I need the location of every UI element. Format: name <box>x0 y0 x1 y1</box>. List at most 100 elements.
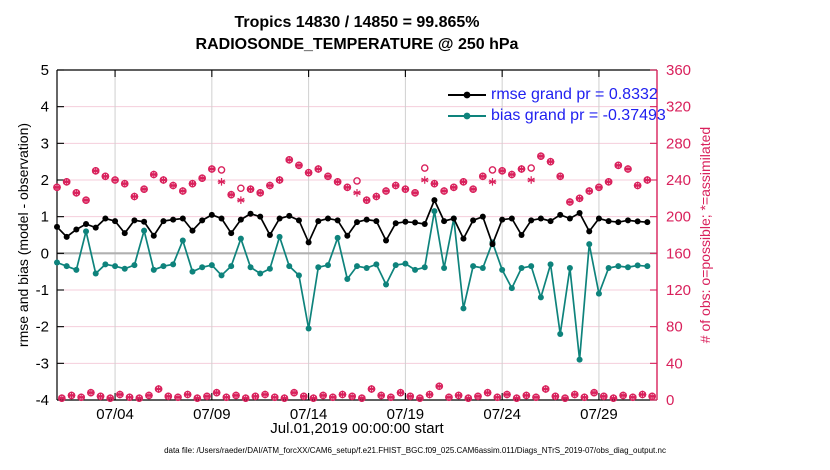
bias-series-marker <box>363 265 370 271</box>
left-tick-label: 1 <box>41 209 49 226</box>
rmse-series-marker <box>295 217 302 224</box>
bias-series-marker <box>199 264 206 271</box>
right-tick-label: 40 <box>666 355 683 372</box>
bias-series-marker <box>295 272 302 279</box>
rmse-series-marker <box>266 232 273 238</box>
bias-series-marker <box>54 259 60 266</box>
x-tick-label: 07/14 <box>290 406 328 423</box>
bias-series-marker <box>354 263 360 270</box>
rmse-series-marker <box>421 221 428 227</box>
bias-series-marker <box>528 263 535 270</box>
legend-row-rmse: rmse grand pr = 0.8332 <box>447 84 666 105</box>
bias-series-marker <box>499 266 506 273</box>
bias-series-marker <box>644 263 651 270</box>
rmse-series-marker <box>276 215 283 222</box>
rmse-series-marker <box>479 213 486 220</box>
rmse-series-marker <box>518 232 525 238</box>
obs-possible-marker <box>353 177 361 185</box>
legend-label-rmse: rmse grand pr = 0.8332 <box>491 85 658 103</box>
bias-series-marker <box>508 285 515 292</box>
rmse-series-marker <box>383 237 390 244</box>
rmse-series-marker <box>547 218 554 225</box>
x-tick-label: 07/09 <box>193 406 231 423</box>
rmse-series-marker <box>286 212 293 219</box>
bias-series-marker <box>392 262 399 269</box>
rmse-series-marker <box>228 230 235 237</box>
rmse-series-marker <box>595 215 602 222</box>
rmse-series-marker <box>218 215 225 222</box>
rmse-series-marker <box>189 227 196 234</box>
rmse-line-swatch-icon <box>448 91 486 98</box>
left-tick-label: -3 <box>36 355 49 372</box>
rmse-series-marker <box>460 235 467 242</box>
bias-series-marker <box>441 265 448 271</box>
rmse-series-marker <box>470 217 477 224</box>
rmse-series-marker <box>605 218 612 225</box>
obs-possible-marker <box>420 164 429 172</box>
x-tick-label: 07/29 <box>580 406 618 423</box>
right-tick-label: 120 <box>666 282 691 299</box>
rmse-series-marker <box>431 197 438 204</box>
rmse-series-marker <box>170 216 177 223</box>
rmse-series-marker <box>489 241 496 248</box>
bias-series-marker <box>102 261 109 268</box>
bias-series-marker <box>73 266 80 273</box>
rmse-series-marker <box>557 211 564 218</box>
bias-series-marker <box>315 264 322 271</box>
rmse-series-marker <box>179 215 186 222</box>
rmse-series-marker <box>73 226 80 233</box>
rmse-series-marker <box>83 221 90 227</box>
rmse-series-marker <box>508 215 515 222</box>
bias-series-marker <box>63 263 70 270</box>
bias-series-marker <box>460 305 467 312</box>
right-tick-label: 320 <box>666 99 691 116</box>
bias-series-marker <box>179 237 186 244</box>
legend-label-bias: bias grand pr = -0.37493 <box>491 106 666 124</box>
rmse-series-marker <box>63 233 70 240</box>
rmse-series-marker <box>131 217 138 224</box>
rmse-series-marker <box>634 218 641 225</box>
rmse-series-marker <box>150 232 157 239</box>
x-tick-label: 07/19 <box>387 406 425 423</box>
bias-series-marker <box>557 331 564 337</box>
rmse-series-marker <box>576 210 583 216</box>
bias-series-marker <box>383 281 390 288</box>
bias-series-marker <box>566 265 573 271</box>
rmse-series-marker <box>237 216 244 223</box>
rmse-series-marker <box>334 217 341 224</box>
right-tick-label: 200 <box>666 209 691 226</box>
left-tick-label: 0 <box>41 245 49 262</box>
bias-series-marker <box>344 276 351 282</box>
bias-series-marker <box>334 234 341 241</box>
rmse-series-marker <box>102 215 109 222</box>
bias-series-marker <box>576 356 583 363</box>
left-tick-label: 3 <box>41 135 49 152</box>
rmse-series-marker <box>363 216 370 223</box>
right-tick-label: 80 <box>666 319 683 336</box>
bias-series-marker <box>121 265 128 272</box>
bias-series-marker <box>170 261 177 268</box>
bias-series-marker <box>112 263 119 270</box>
rmse-series-marker <box>586 228 593 235</box>
rmse-series-marker <box>499 216 506 223</box>
rmse-series-marker <box>315 218 322 225</box>
chart-title-line1: Tropics 14830 / 14850 = 99.865% <box>234 14 480 31</box>
left-tick-label: -2 <box>36 319 49 336</box>
rmse-series-marker <box>354 219 360 226</box>
rmse-series-marker <box>537 215 544 222</box>
rmse-series-marker <box>160 218 167 225</box>
rmse-series-marker <box>624 217 631 224</box>
rmse-series-marker <box>112 218 119 225</box>
right-tick-label: 0 <box>666 392 674 409</box>
bias-series-marker <box>150 266 157 273</box>
rmse-series-marker <box>402 218 409 225</box>
bias-series-marker <box>208 262 215 269</box>
bias-series-marker <box>218 272 225 279</box>
x-tick-label: 07/24 <box>483 406 521 423</box>
rmse-series-marker <box>208 211 215 218</box>
bias-series-marker <box>421 264 428 271</box>
rmse-series-marker <box>441 218 448 225</box>
right-tick-label: 360 <box>666 62 691 79</box>
obs-possible-marker <box>217 166 226 174</box>
